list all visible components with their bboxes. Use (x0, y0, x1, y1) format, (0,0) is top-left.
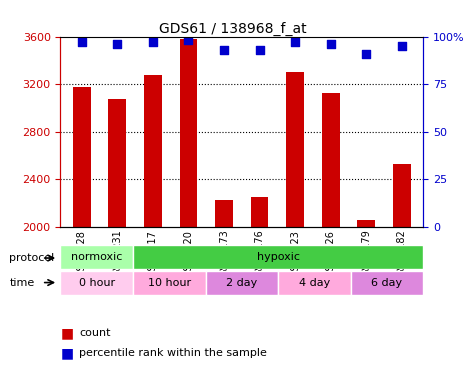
Text: percentile rank within the sample: percentile rank within the sample (79, 348, 267, 358)
Text: count: count (79, 328, 111, 338)
FancyBboxPatch shape (133, 271, 206, 295)
FancyBboxPatch shape (351, 271, 423, 295)
Text: 0 hour: 0 hour (79, 278, 115, 288)
Bar (215, 199, 233, 366)
Point (149, 40, 157, 45)
Bar (393, 164, 411, 366)
Text: 4 day: 4 day (299, 278, 330, 288)
Point (363, 51, 370, 57)
FancyBboxPatch shape (60, 271, 133, 295)
Bar (144, 75, 162, 366)
FancyBboxPatch shape (133, 245, 423, 269)
Bar (108, 99, 126, 366)
Point (220, 47, 228, 53)
Point (78, 40, 86, 45)
Text: 6 day: 6 day (372, 278, 402, 288)
Text: GDS61 / 138968_f_at: GDS61 / 138968_f_at (159, 22, 306, 36)
Bar (322, 93, 339, 366)
Bar (179, 39, 197, 366)
Point (256, 47, 263, 53)
Text: 10 hour: 10 hour (148, 278, 191, 288)
Point (327, 41, 334, 47)
FancyBboxPatch shape (206, 271, 278, 295)
FancyBboxPatch shape (278, 271, 351, 295)
Text: protocol: protocol (9, 253, 54, 263)
Bar (251, 197, 268, 366)
Text: normoxic: normoxic (71, 252, 122, 262)
Bar (358, 220, 375, 366)
Bar (286, 72, 304, 366)
Bar (73, 87, 91, 366)
Point (185, 37, 192, 43)
Point (398, 43, 405, 49)
Point (292, 40, 299, 45)
FancyBboxPatch shape (60, 245, 133, 269)
Text: ■: ■ (60, 326, 73, 340)
Text: time: time (9, 277, 34, 288)
Text: 2 day: 2 day (226, 278, 258, 288)
Text: ■: ■ (60, 346, 73, 360)
Text: hypoxic: hypoxic (257, 252, 299, 262)
Point (113, 41, 121, 47)
